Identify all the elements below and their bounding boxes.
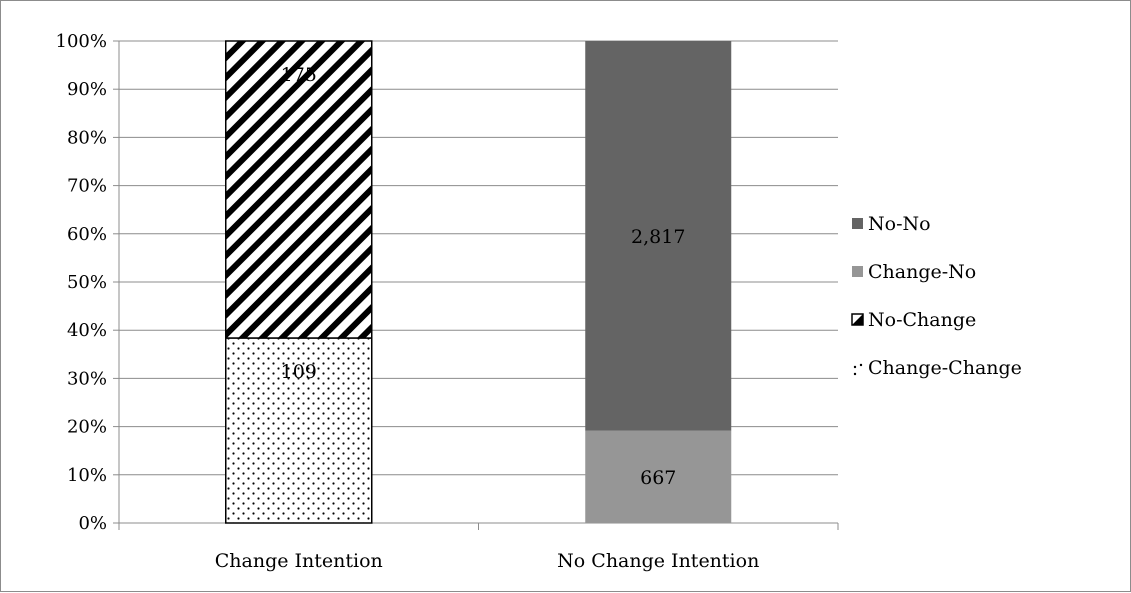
legend-label: Change-No [868,261,976,283]
y-tick-label: 80% [67,127,107,148]
data-labels: 109 175 667 2,817 [281,64,686,489]
data-label: 109 [281,361,317,383]
y-tick-label: 50% [67,272,107,293]
y-tick-label: 30% [67,368,107,389]
legend-swatch-dot [853,372,857,376]
legend-label: Change-Change [868,357,1022,379]
data-label: 667 [640,467,676,489]
data-label: 175 [281,64,317,86]
bars [225,40,732,524]
legend-label: No-No [868,213,931,235]
legend-swatch [852,218,863,229]
bar-segment-no-change [225,40,373,339]
y-tick-label: 40% [67,320,107,341]
bar-segment-change-no [585,430,732,523]
y-tick-label: 90% [67,79,107,100]
legend-swatch-dot [853,365,857,369]
bar-segment-no-no [585,41,732,431]
legend-item-no-change: No-Change [851,309,976,331]
y-tick-label: 0% [78,513,107,534]
legend-item-change-change: Change-Change [853,357,1022,379]
legend-item-no-no: No-No [852,213,931,235]
y-tick-label: 100% [56,31,107,52]
legend-label: No-Change [868,309,976,331]
legend-swatch [852,266,863,277]
y-tick-label: 60% [67,224,107,245]
x-category-label: Change Intention [215,550,383,572]
y-tick-label: 20% [67,417,107,438]
legend-swatch-stripe [852,314,863,325]
data-label: 2,817 [631,226,685,248]
axes: 0% 10% 20% 30% 40% 50% 60% 70% 80% 90% 100% Change … [56,31,839,572]
x-category-label: No Change Intention [557,550,759,572]
legend: No-No Change-No No-Change Change-Change [851,213,1022,379]
legend-item-change-no: Change-No [852,261,976,283]
bar-segment-change-change [225,337,373,524]
y-tick-label: 10% [67,465,107,486]
legend-swatch-dot [859,363,863,367]
y-tick-label: 70% [67,176,107,197]
